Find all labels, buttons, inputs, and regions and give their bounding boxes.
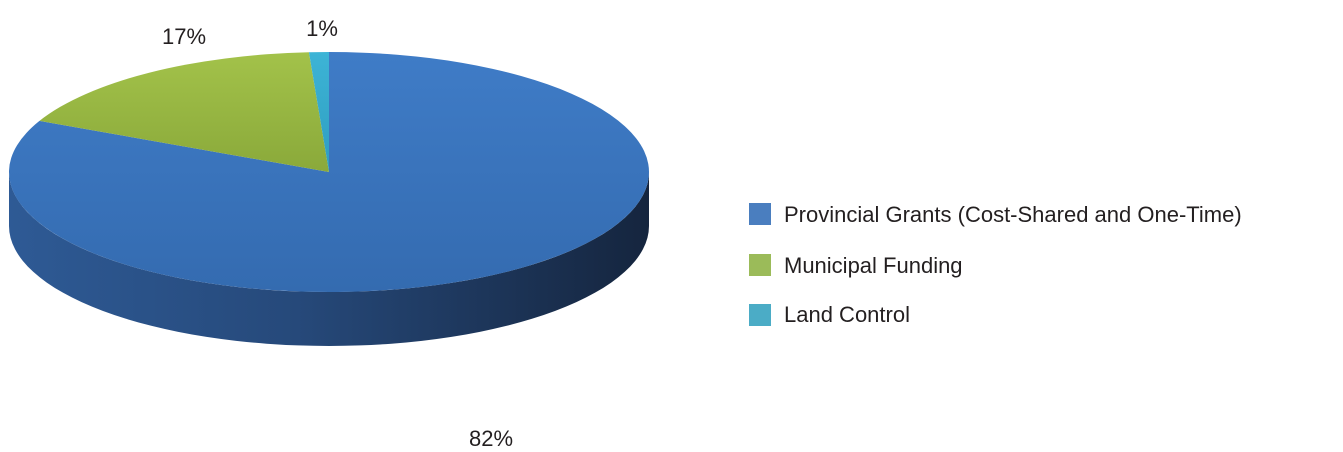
legend: Provincial Grants (Cost-Shared and One-T… (749, 202, 1242, 327)
data-label-municipal-funding: 17% (162, 24, 206, 49)
pie-slice-provincial-grants (8, 52, 649, 293)
legend-label-municipal-funding: Municipal Funding (784, 253, 963, 278)
legend-swatch-land-control (749, 304, 771, 326)
legend-swatch-provincial-grants (749, 203, 771, 225)
pie-slice-land-control (308, 52, 329, 172)
pie-slice-municipal-funding (39, 52, 329, 172)
legend-label-provincial-grants: Provincial Grants (Cost-Shared and One-T… (784, 202, 1242, 227)
data-label-provincial-grants: 82% (469, 426, 513, 451)
legend-label-land-control: Land Control (784, 302, 910, 327)
pie-side-wall (9, 172, 649, 346)
data-label-land-control: 1% (306, 16, 338, 41)
legend-swatch-municipal-funding (749, 254, 771, 276)
